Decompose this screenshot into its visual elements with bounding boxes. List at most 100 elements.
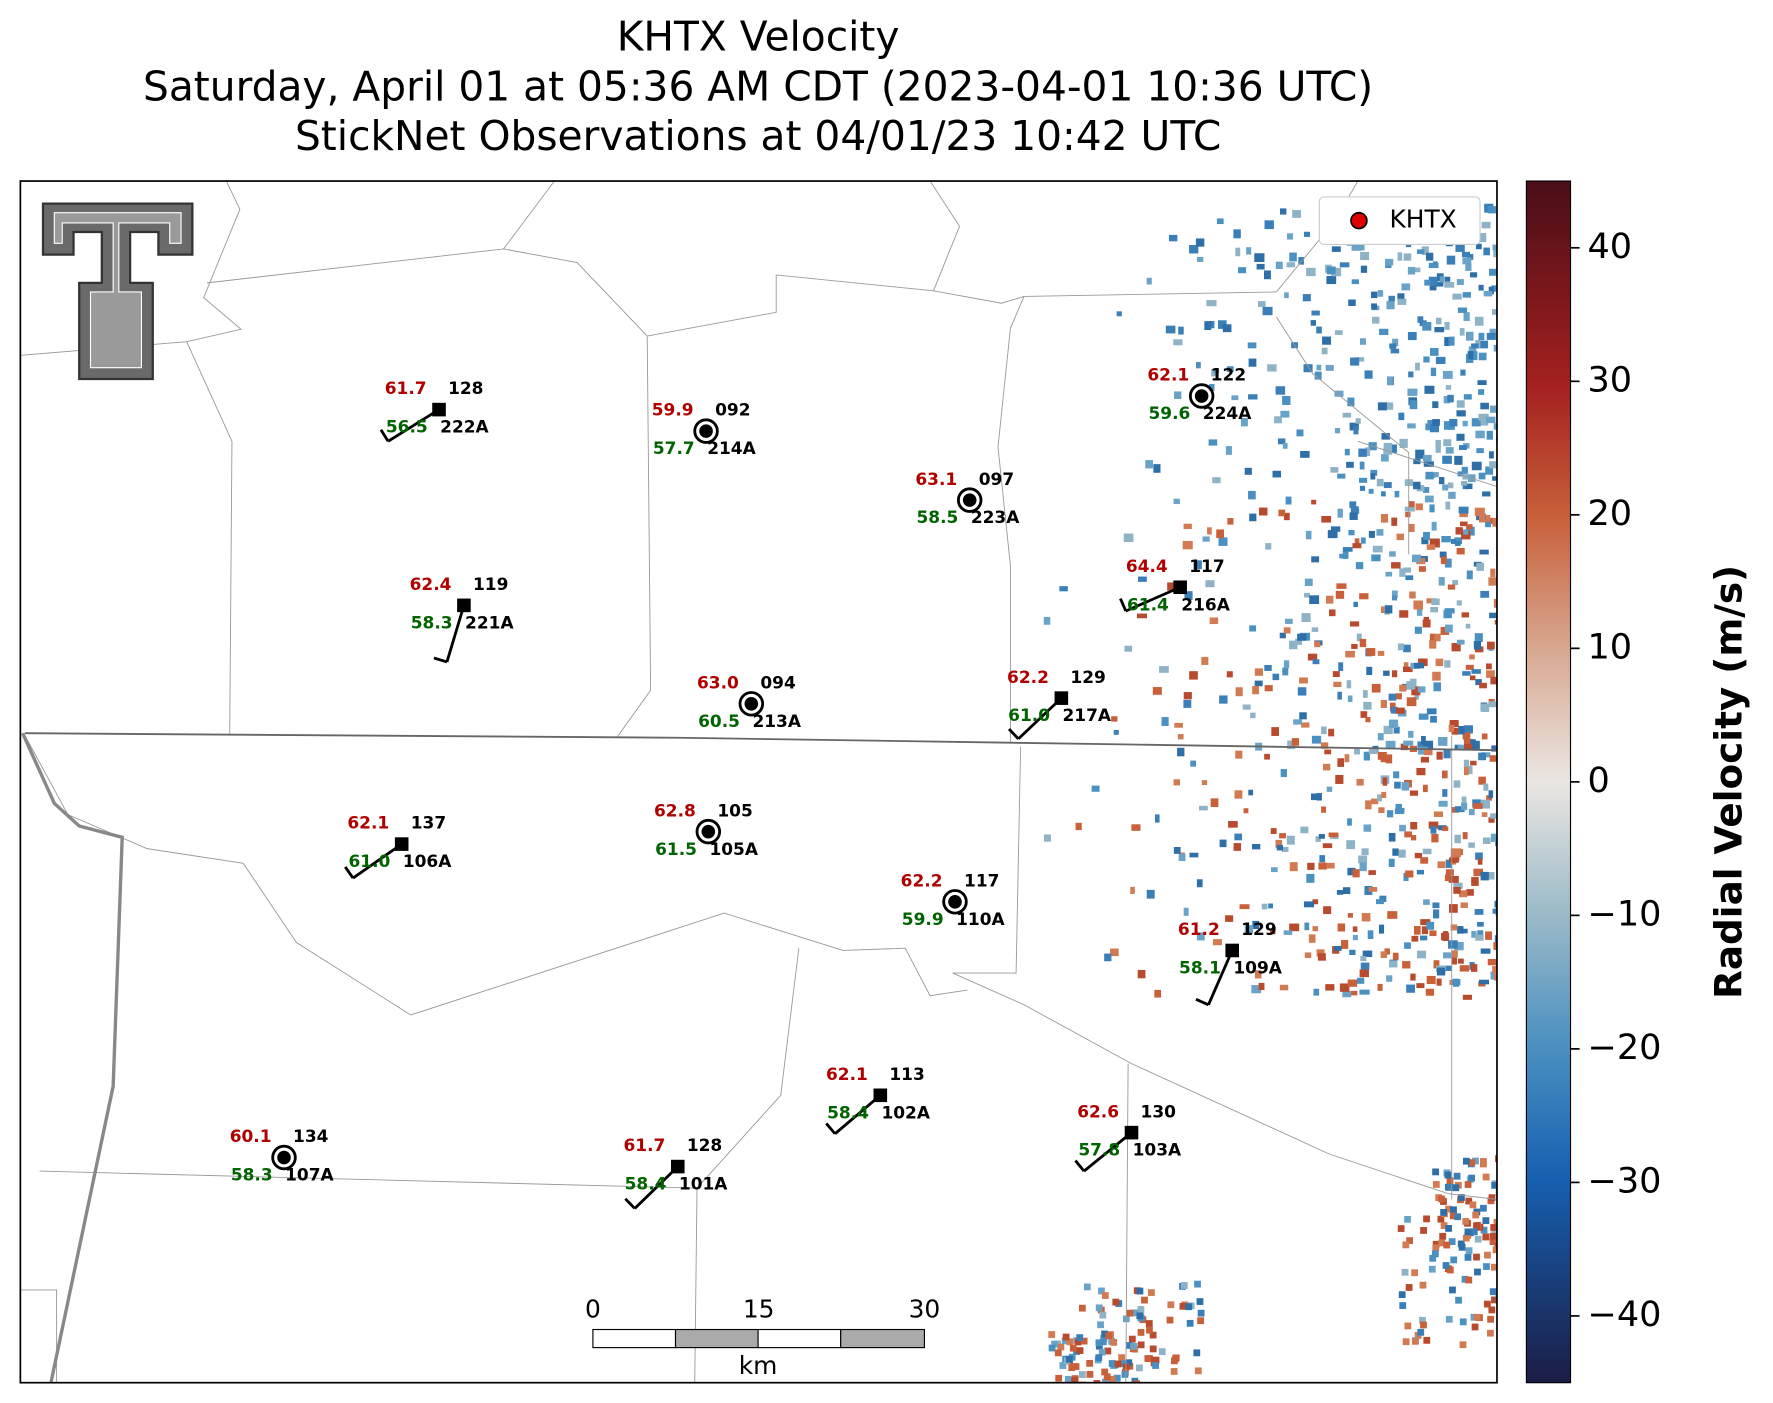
echo <box>1249 513 1257 522</box>
echo <box>1502 681 1511 687</box>
station-marker <box>432 402 446 417</box>
echo <box>1408 501 1415 508</box>
echo <box>1404 1322 1412 1330</box>
echo <box>1432 1240 1440 1248</box>
echo <box>1485 931 1492 940</box>
echo <box>1153 464 1161 473</box>
echo <box>1152 687 1162 695</box>
echo <box>1360 265 1368 273</box>
colorbar-tick-label: −10 <box>1587 893 1661 934</box>
echo <box>1368 870 1376 875</box>
echo <box>1435 658 1444 667</box>
echo <box>1393 726 1400 734</box>
echo <box>1489 1232 1497 1240</box>
echo <box>1486 670 1495 678</box>
echo <box>1278 509 1286 517</box>
echo <box>1432 401 1439 409</box>
echo <box>1418 658 1428 667</box>
echo <box>1131 1377 1139 1383</box>
echo <box>1493 942 1497 950</box>
echo <box>1444 276 1451 282</box>
echo <box>1264 664 1272 671</box>
echo <box>1213 368 1220 374</box>
echo <box>1344 754 1350 763</box>
echo <box>1478 418 1489 426</box>
echo <box>1311 735 1322 744</box>
echo <box>1219 839 1227 848</box>
echo <box>1310 320 1316 326</box>
echo <box>1347 695 1353 702</box>
echo <box>1414 691 1420 700</box>
echo <box>1222 324 1232 333</box>
echo <box>1284 292 1289 299</box>
echo <box>1429 538 1440 548</box>
echo <box>1196 879 1203 888</box>
echo <box>1174 722 1183 728</box>
echo <box>1293 719 1303 725</box>
echo <box>1431 833 1439 843</box>
echo <box>1381 606 1387 614</box>
echo <box>1372 545 1383 553</box>
echo <box>1442 1262 1450 1269</box>
echo <box>1469 654 1475 660</box>
echo <box>1334 390 1344 397</box>
echo <box>1113 730 1119 735</box>
echo <box>1442 965 1453 971</box>
echo <box>1471 418 1481 427</box>
echo <box>1462 832 1468 840</box>
station-code: 097 <box>979 470 1014 490</box>
station-marker <box>962 493 977 507</box>
echo <box>1248 394 1258 400</box>
echo <box>1118 1354 1126 1362</box>
echo <box>1419 935 1428 941</box>
echo <box>1360 956 1367 962</box>
echo <box>1420 1227 1427 1234</box>
echo <box>1159 666 1169 673</box>
echo <box>1480 402 1489 410</box>
echo <box>1183 907 1189 916</box>
echo <box>1457 471 1467 477</box>
echo <box>1285 496 1292 505</box>
echo <box>1503 366 1510 371</box>
echo <box>1333 681 1342 687</box>
echo <box>1461 530 1471 540</box>
station-code: 117 <box>1189 557 1224 577</box>
echo <box>1131 1309 1139 1317</box>
echo <box>1439 551 1447 558</box>
echo <box>1438 477 1445 485</box>
echo <box>1334 428 1341 434</box>
echo <box>1366 666 1373 675</box>
station-id: 223A <box>971 508 1020 528</box>
echo <box>1462 483 1469 490</box>
echo <box>1438 1195 1446 1203</box>
echo <box>1282 395 1291 405</box>
echo <box>1342 887 1351 895</box>
echo <box>1399 1302 1407 1309</box>
echo <box>1399 568 1406 577</box>
echo <box>1456 639 1465 645</box>
echo <box>1472 1211 1480 1219</box>
echo <box>1104 1347 1112 1355</box>
echo <box>1426 921 1435 930</box>
echo <box>1386 300 1395 310</box>
echo <box>1406 1237 1414 1245</box>
echo <box>1497 751 1503 759</box>
echo <box>1430 367 1437 377</box>
echo <box>1367 930 1374 939</box>
echo <box>1478 513 1486 523</box>
echo <box>1217 320 1227 329</box>
echo <box>1216 218 1224 225</box>
echo <box>1068 1364 1076 1372</box>
echo <box>1347 397 1355 407</box>
echo <box>1196 932 1205 941</box>
echo <box>1459 445 1467 451</box>
station-marker <box>1173 580 1187 595</box>
echo <box>1450 848 1461 858</box>
echo <box>1403 740 1414 746</box>
echo <box>1417 741 1425 750</box>
echo <box>1481 733 1488 740</box>
echo <box>1477 380 1487 386</box>
echo <box>1322 843 1333 849</box>
echo <box>1225 915 1234 922</box>
echo <box>1483 1300 1491 1308</box>
